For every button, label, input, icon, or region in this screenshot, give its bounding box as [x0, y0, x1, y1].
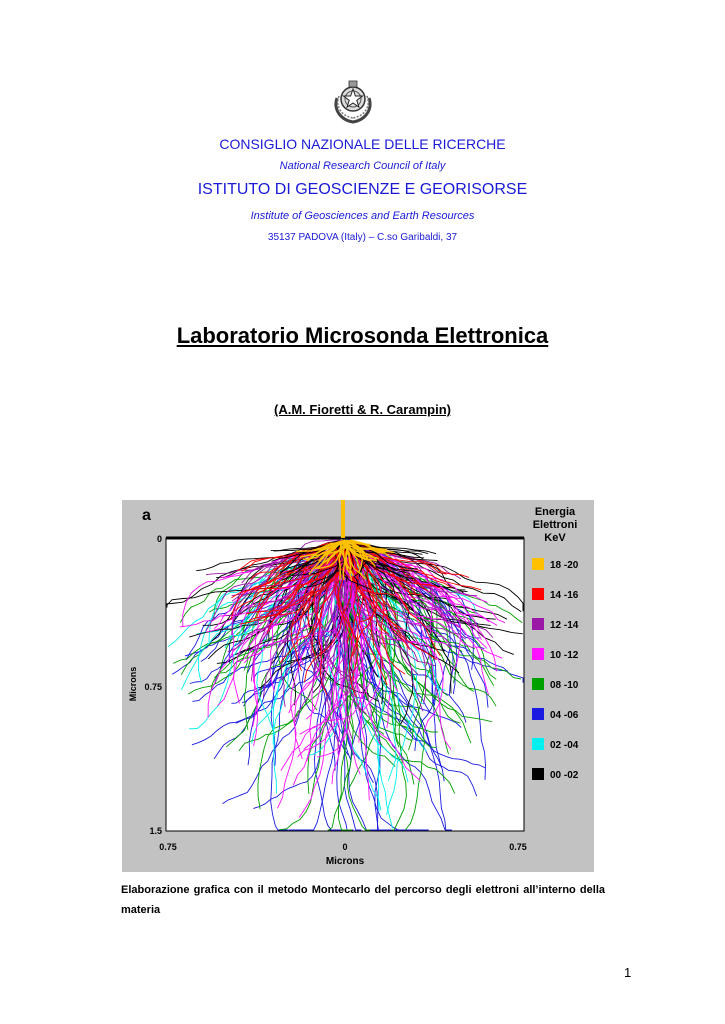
figure-caption: Elaborazione grafica con il metodo Monte…: [121, 884, 605, 916]
electron-path: [253, 541, 347, 598]
electron-path: [294, 543, 345, 723]
electron-path: [235, 542, 342, 724]
electron-path: [321, 541, 349, 752]
legend-label: 18 -20: [550, 560, 579, 571]
legend-swatch: [532, 738, 544, 750]
organization-name: CONSIGLIO NAZIONALE DELLE RICERCHE: [219, 136, 506, 152]
y-tick-0: 0: [157, 534, 162, 544]
institute-name: ISTITUTO DI GEOSCIENZE E GEORISORSE: [197, 181, 528, 198]
legend-label: 12 -14: [550, 620, 579, 631]
page-number: 1: [624, 965, 632, 980]
legend-swatch: [532, 768, 544, 780]
electron-path: [239, 540, 351, 625]
organization-name-english: National Research Council of Italy: [279, 160, 446, 172]
legend-swatch: [532, 708, 544, 720]
legend-swatch: [532, 648, 544, 660]
electron-path: [340, 542, 424, 712]
electron-path: [306, 539, 346, 562]
y-tick-1: 0.75: [144, 682, 162, 692]
legend-title-line-1: Energia: [535, 506, 576, 518]
electron-trajectory-plot: a Energia Elettroni KeV 18 -20 14 -16 12 -…: [128, 500, 579, 867]
electron-path: [340, 542, 444, 732]
legend-swatch: [532, 678, 544, 690]
y-tick-2: 1.5: [149, 826, 162, 836]
legend-title-line-2: Elettroni: [533, 519, 578, 531]
legend-label: 10 -12: [550, 650, 579, 661]
electron-path: [341, 540, 361, 570]
legend-label: 08 -10: [550, 680, 579, 691]
institute-name-english: Institute of Geosciences and Earth Resou…: [250, 210, 475, 222]
y-axis-title: Microns: [128, 667, 138, 702]
electron-path: [277, 542, 347, 809]
legend: 18 -20 14 -16 12 -14 10 -12 08 -10 04 -06 02 -…: [532, 558, 579, 781]
legend-label: 04 -06: [550, 710, 579, 721]
electron-path: [271, 543, 344, 624]
electron-path: [347, 541, 418, 570]
electron-path: [342, 543, 346, 581]
institute-address: 35137 PADOVA (Italy) – C.so Garibaldi, 3…: [267, 232, 458, 243]
legend-label: 02 -04: [550, 740, 579, 751]
electron-path: [344, 541, 369, 559]
electron-path: [341, 540, 388, 686]
x-tick-right: 0.75: [509, 842, 527, 852]
electron-trajectories: [166, 539, 524, 831]
x-tick-center: 0: [342, 842, 347, 852]
legend-swatch: [532, 558, 544, 570]
document-title: Laboratorio Microsonda Elettronica: [176, 323, 549, 348]
electron-path: [344, 542, 367, 580]
document-authors: (A.M. Fioretti & R. Carampin): [274, 402, 451, 417]
panel-label: a: [142, 507, 151, 524]
monte-carlo-figure: a Energia Elettroni KeV 18 -20 14 -16 12 -…: [122, 500, 594, 872]
electron-beam: [341, 500, 345, 538]
electron-path: [316, 540, 359, 758]
electron-path: [298, 543, 350, 818]
x-tick-left: 0.75: [159, 842, 177, 852]
legend-title-line-3: KeV: [544, 532, 566, 544]
electron-path: [334, 542, 353, 646]
electron-path: [179, 542, 349, 628]
x-axis-title: Microns: [326, 856, 365, 867]
legend-swatch: [532, 588, 544, 600]
legend-swatch: [532, 618, 544, 630]
italian-republic-emblem-icon: [334, 80, 372, 124]
legend-label: 00 -02: [550, 770, 579, 781]
electron-path: [259, 543, 349, 607]
electron-path: [345, 541, 370, 562]
legend-label: 14 -16: [550, 590, 579, 601]
electron-path: [269, 541, 348, 691]
electron-path: [196, 541, 344, 635]
electron-path: [332, 541, 349, 755]
